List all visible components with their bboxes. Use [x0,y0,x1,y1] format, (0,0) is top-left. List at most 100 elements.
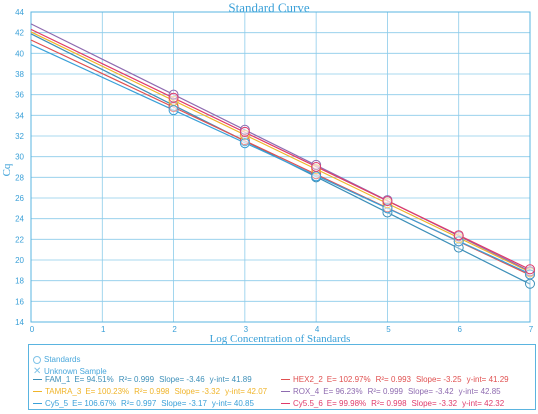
data-point-cy5-5[interactable] [239,138,250,149]
data-point-cy5-5[interactable] [311,171,322,182]
x-axis-title: Log Concentration of Standards [210,333,351,344]
x-tick-label: 0 [30,325,35,334]
legend-yint: y-int= 42.85 [458,387,501,396]
legend-panel: Standards ✕ Unknown Sample FAM_1 E= 94.51… [28,344,536,410]
x-tick-label: 5 [386,325,391,334]
y-tick-label: 26 [15,194,24,203]
y-tick-label: 34 [15,111,24,120]
legend-series-name: HEX2_2 [293,375,323,384]
legend-efficiency: E= 102.97% [326,375,371,384]
y-tick-label: 20 [15,256,24,265]
legend-yint: y-int= 41.89 [209,375,252,384]
legend-series-name: FAM_1 [45,375,71,384]
x-tick-label: 7 [529,325,534,334]
legend-entry-fam-1[interactable]: FAM_1 E= 94.51% R²= 0.999 Slope= -3.46 y-int… [33,375,257,384]
legend-yint: y-int= 41.29 [466,375,509,384]
legend-line-swatch [33,379,42,380]
standards-marker-icon [33,355,41,364]
data-point-cy5-5[interactable] [168,105,179,116]
legend-slope: Slope= -3.17 [161,399,207,408]
legend-slope: Slope= -3.46 [159,375,205,384]
legend-slope: Slope= -3.32 [411,399,458,408]
legend-efficiency: E= 94.51% [74,375,114,384]
y-tick-label: 14 [15,318,24,327]
data-point-hex2-2[interactable] [239,135,250,146]
legend-line-swatch [281,403,290,404]
legend-slope: Slope= -3.42 [407,387,454,396]
legend-series-name: ROX_4 [293,387,320,396]
y-tick-label: 44 [15,8,24,17]
fit-line-cy5-5 [30,44,531,275]
y-tick-label: 22 [15,235,24,244]
legend-slope: Slope= -3.25 [415,375,462,384]
legend-unknown: ✕ Unknown Sample [33,365,107,377]
legend-r2: R²= 0.999 [367,387,403,396]
y-tick-label: 42 [15,29,24,38]
legend-r2: R²= 0.999 [118,375,155,384]
legend-yint: y-int= 42.32 [462,399,505,408]
legend-efficiency: E= 96.23% [323,387,363,396]
legend-line-swatch [33,403,42,404]
legend-line-swatch [33,391,42,392]
legend-series-name: TAMRA_3 [45,387,82,396]
x-tick-label: 1 [101,325,106,334]
data-point-cy5-5-6[interactable] [311,162,322,172]
legend-unknown-label: Unknown Sample [44,367,107,376]
legend-r2: R²= 0.993 [375,375,411,384]
x-tick-label: 6 [457,325,462,334]
legend-series-name: Cy5_5 [45,399,69,408]
legend-r2: R²= 0.997 [120,399,157,408]
legend-entry-tamra-3[interactable]: TAMRA_3 E= 100.23% R²= 0.998 Slope= -3.32 y-… [33,387,272,396]
series-points [168,89,535,289]
legend-standards: Standards [33,355,80,364]
data-point-tamra-3[interactable] [239,129,250,140]
data-point-cy5-5-6[interactable] [382,196,393,207]
data-point-cy5-5-6[interactable] [453,230,464,241]
x-tick-label: 2 [172,325,177,334]
data-point-cy5-5-6[interactable] [168,92,179,103]
legend-standards-label: Standards [44,355,81,364]
y-tick-label: 18 [15,277,24,286]
x-tick-label: 3 [244,325,249,334]
legend-series-name: Cy5.5_6 [293,399,323,408]
y-tick-label: 16 [15,297,24,306]
series-lines [30,23,531,285]
legend-entry-rox-4[interactable]: ROX_4 E= 96.23% R²= 0.999 Slope= -3.42 y-int… [281,387,506,396]
y-tick-label: 24 [15,215,24,224]
unknown-marker-icon: ✕ [33,365,42,377]
legend-line-swatch [281,391,290,392]
y-tick-label: 40 [15,49,24,58]
standard-curve-chart: 0 1 2 3 4 5 6 714161820222426283032343638404244… [1,8,535,344]
y-tick-label: 36 [15,91,24,100]
data-point-cy5-5[interactable] [382,203,393,214]
y-tick-label: 38 [15,70,24,79]
y-axis-title: Cq [1,163,13,176]
legend-entry-hex2-2[interactable]: HEX2_2 E= 102.97% R²= 0.993 Slope= -3.25 y-i… [281,375,514,384]
grid-layer [30,11,531,323]
data-point-fam-1[interactable] [525,278,535,289]
y-tick-label: 30 [15,153,24,162]
legend-entry-cy5-5-6[interactable]: Cy5.5_6 E= 99.98% R²= 0.998 Slope= -3.32 y-i… [281,399,509,408]
legend-efficiency: E= 100.23% [85,387,130,396]
legend-slope: Slope= -3.32 [174,387,221,396]
legend-r2: R²= 0.998 [371,399,407,408]
fit-line-cy5-5-6 [30,28,531,271]
data-point-cy5-5-6[interactable] [525,264,535,275]
data-point-cy5-5-6[interactable] [239,126,250,137]
data-point-cy5-5[interactable] [525,269,535,280]
legend-efficiency: E= 106.67% [72,399,116,408]
legend-line-swatch [281,379,290,380]
legend-yint: y-int= 42.07 [225,387,268,396]
chart-title: Standard Curve [228,0,310,15]
legend-efficiency: E= 99.98% [326,399,367,408]
legend-entry-cy5-5[interactable]: Cy5_5 E= 106.67% R²= 0.997 Slope= -3.17 y-in… [33,399,259,408]
x-tick-label: 4 [315,325,320,334]
plot-frame [30,11,531,323]
legend-r2: R²= 0.998 [134,387,170,396]
y-tick-label: 28 [15,173,24,182]
y-tick-label: 32 [15,132,24,141]
data-point-rox-4[interactable] [168,89,179,100]
legend-yint: y-int= 40.85 [211,399,254,408]
fit-line-tamra-3 [30,31,531,273]
